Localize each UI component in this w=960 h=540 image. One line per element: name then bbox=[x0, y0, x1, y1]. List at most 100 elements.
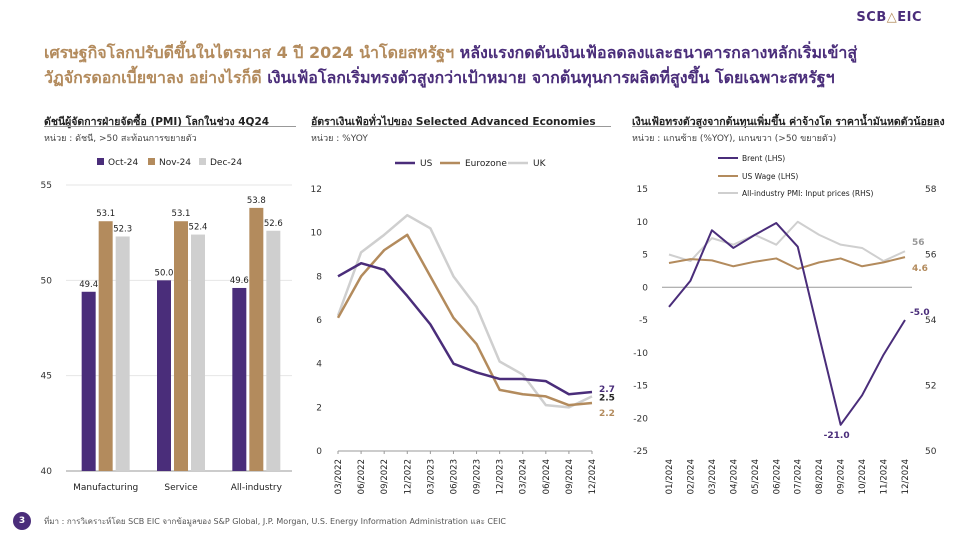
bar bbox=[98, 221, 113, 471]
logo-text-scb: SCB bbox=[856, 10, 887, 25]
data-label: 52.3 bbox=[113, 224, 132, 234]
x-tick-label: 12/2024 bbox=[901, 459, 911, 494]
x-tick-label: Service bbox=[164, 483, 198, 493]
data-label: -21.0 bbox=[824, 431, 850, 441]
y-tick-label: 2 bbox=[316, 403, 322, 413]
y-tick-label: 10 bbox=[311, 229, 323, 239]
headline-part-3: วัฏจักรดอกเบี้ยขาลง อย่างไรก็ดี bbox=[44, 68, 268, 87]
y-tick-label-left: -25 bbox=[633, 447, 648, 457]
x-tick-label: 06/2024 bbox=[542, 459, 552, 494]
y-tick-label-left: -20 bbox=[633, 414, 648, 424]
y-tick-label-left: -5 bbox=[639, 316, 648, 326]
headline-part-4: เงินเฟ้อโลกเริ่มทรงตัวสูงกว่าเป้าหมาย จา… bbox=[267, 68, 835, 87]
y-tick-label: 4 bbox=[316, 360, 322, 370]
series-line bbox=[668, 256, 906, 270]
series-line bbox=[668, 222, 906, 426]
series-line bbox=[668, 220, 906, 263]
x-tick-label: All-industry bbox=[231, 483, 283, 493]
bar bbox=[115, 236, 130, 471]
panel3-subtitle: หน่วย : แกนซ้าย (%YOY), แกนขวา (>50 ขยาย… bbox=[632, 134, 837, 144]
bar bbox=[191, 234, 205, 471]
y-tick-label: 50 bbox=[41, 276, 53, 286]
headline-part-1: เศรษฐกิจโลกปรับดีขึ้นในไตรมาส 4 ปี 2024 … bbox=[44, 43, 460, 62]
bar bbox=[157, 280, 171, 471]
x-tick-label: Manufacturing bbox=[73, 483, 138, 493]
y-tick-label-left: 0 bbox=[642, 283, 648, 293]
x-tick-label: 09/2024 bbox=[837, 459, 847, 494]
x-tick-label: 06/2022 bbox=[357, 459, 367, 494]
x-tick-label: 12/2024 bbox=[588, 459, 598, 494]
bar bbox=[266, 230, 281, 471]
y-tick-label-right: 54 bbox=[925, 316, 937, 326]
y-tick-label-left: 10 bbox=[637, 218, 649, 228]
legend-label: US Wage (LHS) bbox=[742, 172, 798, 181]
x-tick-label: 01/2024 bbox=[665, 459, 675, 494]
y-tick-label-left: 5 bbox=[642, 251, 648, 261]
data-label: -5.0 bbox=[910, 308, 930, 318]
y-tick-label: 6 bbox=[316, 316, 322, 326]
data-label: 49.4 bbox=[79, 280, 98, 290]
y-tick-label: 45 bbox=[41, 372, 52, 382]
data-label: 53.1 bbox=[96, 209, 115, 219]
data-label: 53.8 bbox=[247, 196, 266, 206]
y-tick-label-left: -10 bbox=[633, 349, 648, 359]
bar bbox=[81, 291, 96, 471]
x-tick-label: 06/2024 bbox=[772, 459, 782, 494]
y-tick-label-right: 52 bbox=[925, 382, 936, 392]
panel1-title: ดัชนีผู้จัดการฝ่ายจัดซื้อ (PMI) โลกในช่ว… bbox=[44, 116, 270, 128]
x-tick-label: 07/2024 bbox=[794, 459, 804, 494]
x-tick-label: 03/2023 bbox=[426, 459, 436, 494]
x-tick-label: 09/2022 bbox=[380, 459, 390, 494]
data-label: 56 bbox=[912, 238, 925, 248]
data-label: 49.6 bbox=[230, 276, 249, 286]
end-value-label: 2.5 bbox=[599, 393, 615, 403]
legend-label: Oct-24 bbox=[108, 158, 139, 168]
y-tick-label: 40 bbox=[41, 467, 53, 477]
y-tick-label-right: 56 bbox=[925, 251, 937, 261]
data-label: 53.1 bbox=[172, 209, 191, 219]
source-note: ที่มา : การวิเคราะห์โดย SCB EIC จากข้อมู… bbox=[44, 517, 507, 526]
legend-label: Eurozone bbox=[465, 159, 507, 169]
series-line bbox=[336, 213, 593, 409]
y-tick-label-left: -15 bbox=[633, 382, 648, 392]
bar bbox=[232, 287, 247, 471]
page-headline: เศรษฐกิจโลกปรับดีขึ้นในไตรมาส 4 ปี 2024 … bbox=[44, 40, 944, 90]
headline-part-2: หลังแรงกดดันเงินเฟ้อลดลงและธนาคารกลางหลั… bbox=[459, 43, 858, 62]
legend-label: All-industry PMI: Input prices (RHS) bbox=[742, 189, 874, 198]
data-label: 52.6 bbox=[264, 219, 283, 229]
logo-text-eic: EIC bbox=[897, 10, 922, 25]
x-tick-label: 10/2024 bbox=[858, 459, 868, 494]
legend-swatch bbox=[199, 158, 206, 165]
x-tick-label: 08/2024 bbox=[815, 459, 825, 494]
bar bbox=[174, 221, 188, 471]
legend-label: UK bbox=[533, 159, 547, 169]
y-tick-label: 0 bbox=[316, 447, 322, 457]
y-tick-label: 8 bbox=[316, 272, 322, 282]
legend-label: US bbox=[420, 159, 433, 169]
panel1-subtitle: หน่วย : ดัชนี, >50 สะท้อนการขยายตัว bbox=[44, 134, 197, 144]
x-tick-label: 06/2023 bbox=[449, 459, 459, 494]
x-tick-label: 12/2023 bbox=[496, 459, 506, 494]
x-tick-label: 04/2024 bbox=[729, 459, 739, 494]
legend-label: Dec-24 bbox=[210, 158, 242, 168]
data-label: 50.0 bbox=[155, 268, 174, 278]
y-tick-label: 55 bbox=[41, 181, 52, 191]
x-tick-label: 02/2024 bbox=[686, 459, 696, 494]
panel2-divider bbox=[311, 126, 611, 127]
legend-swatch bbox=[148, 158, 155, 165]
panel3-title: เงินเฟ้อทรงตัวสูงจากต้นทุนเพิ่มขึ้น ค่าจ… bbox=[632, 116, 945, 128]
panel2-subtitle: หน่วย : %YOY bbox=[311, 134, 368, 144]
x-tick-label: 11/2024 bbox=[880, 459, 890, 494]
x-tick-label: 09/2024 bbox=[565, 459, 575, 494]
y-tick-label-right: 58 bbox=[925, 185, 937, 195]
panel2-title: อัตราเงินเฟ้อทั่วไปของ Selected Advanced… bbox=[311, 116, 596, 128]
x-tick-label: 03/2024 bbox=[708, 459, 718, 494]
data-label: 52.4 bbox=[189, 223, 208, 233]
y-tick-label: 12 bbox=[311, 185, 322, 195]
legend-swatch bbox=[97, 158, 104, 165]
page-number-badge: 3 bbox=[13, 512, 31, 530]
panel1-divider bbox=[44, 126, 296, 127]
end-value-label: 2.2 bbox=[599, 409, 615, 419]
